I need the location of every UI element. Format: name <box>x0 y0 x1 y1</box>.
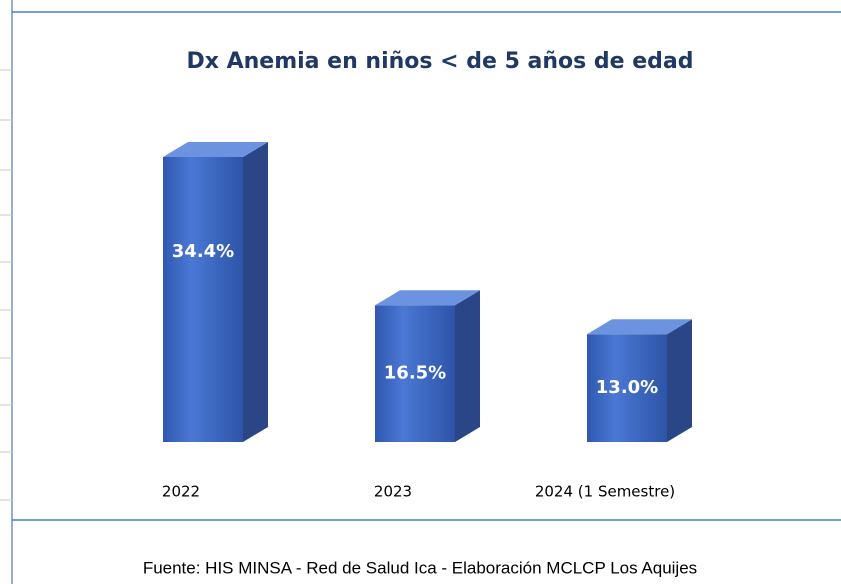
bar-top <box>375 290 480 306</box>
sheet-gridlines <box>0 69 12 501</box>
data-label: 13.0% <box>596 377 658 398</box>
bar-side <box>667 319 692 442</box>
bar-side <box>243 142 268 442</box>
bar <box>163 157 243 442</box>
chart-title: Dx Anemia en niños < de 5 años de edad <box>186 49 693 74</box>
data-label: 34.4% <box>172 241 234 262</box>
x-tick-label: 2023 <box>374 483 412 501</box>
source-note: Fuente: HIS MINSA - Red de Salud Ica - E… <box>143 558 697 577</box>
bar-top <box>587 319 692 335</box>
bar <box>375 305 455 442</box>
bar <box>587 334 667 442</box>
bar-side <box>455 290 480 442</box>
x-tick-label: 2022 <box>162 483 200 501</box>
bar-top <box>163 142 268 157</box>
x-tick-label: 2024 (1 Semestre) <box>535 483 675 501</box>
data-label: 16.5% <box>384 363 446 384</box>
